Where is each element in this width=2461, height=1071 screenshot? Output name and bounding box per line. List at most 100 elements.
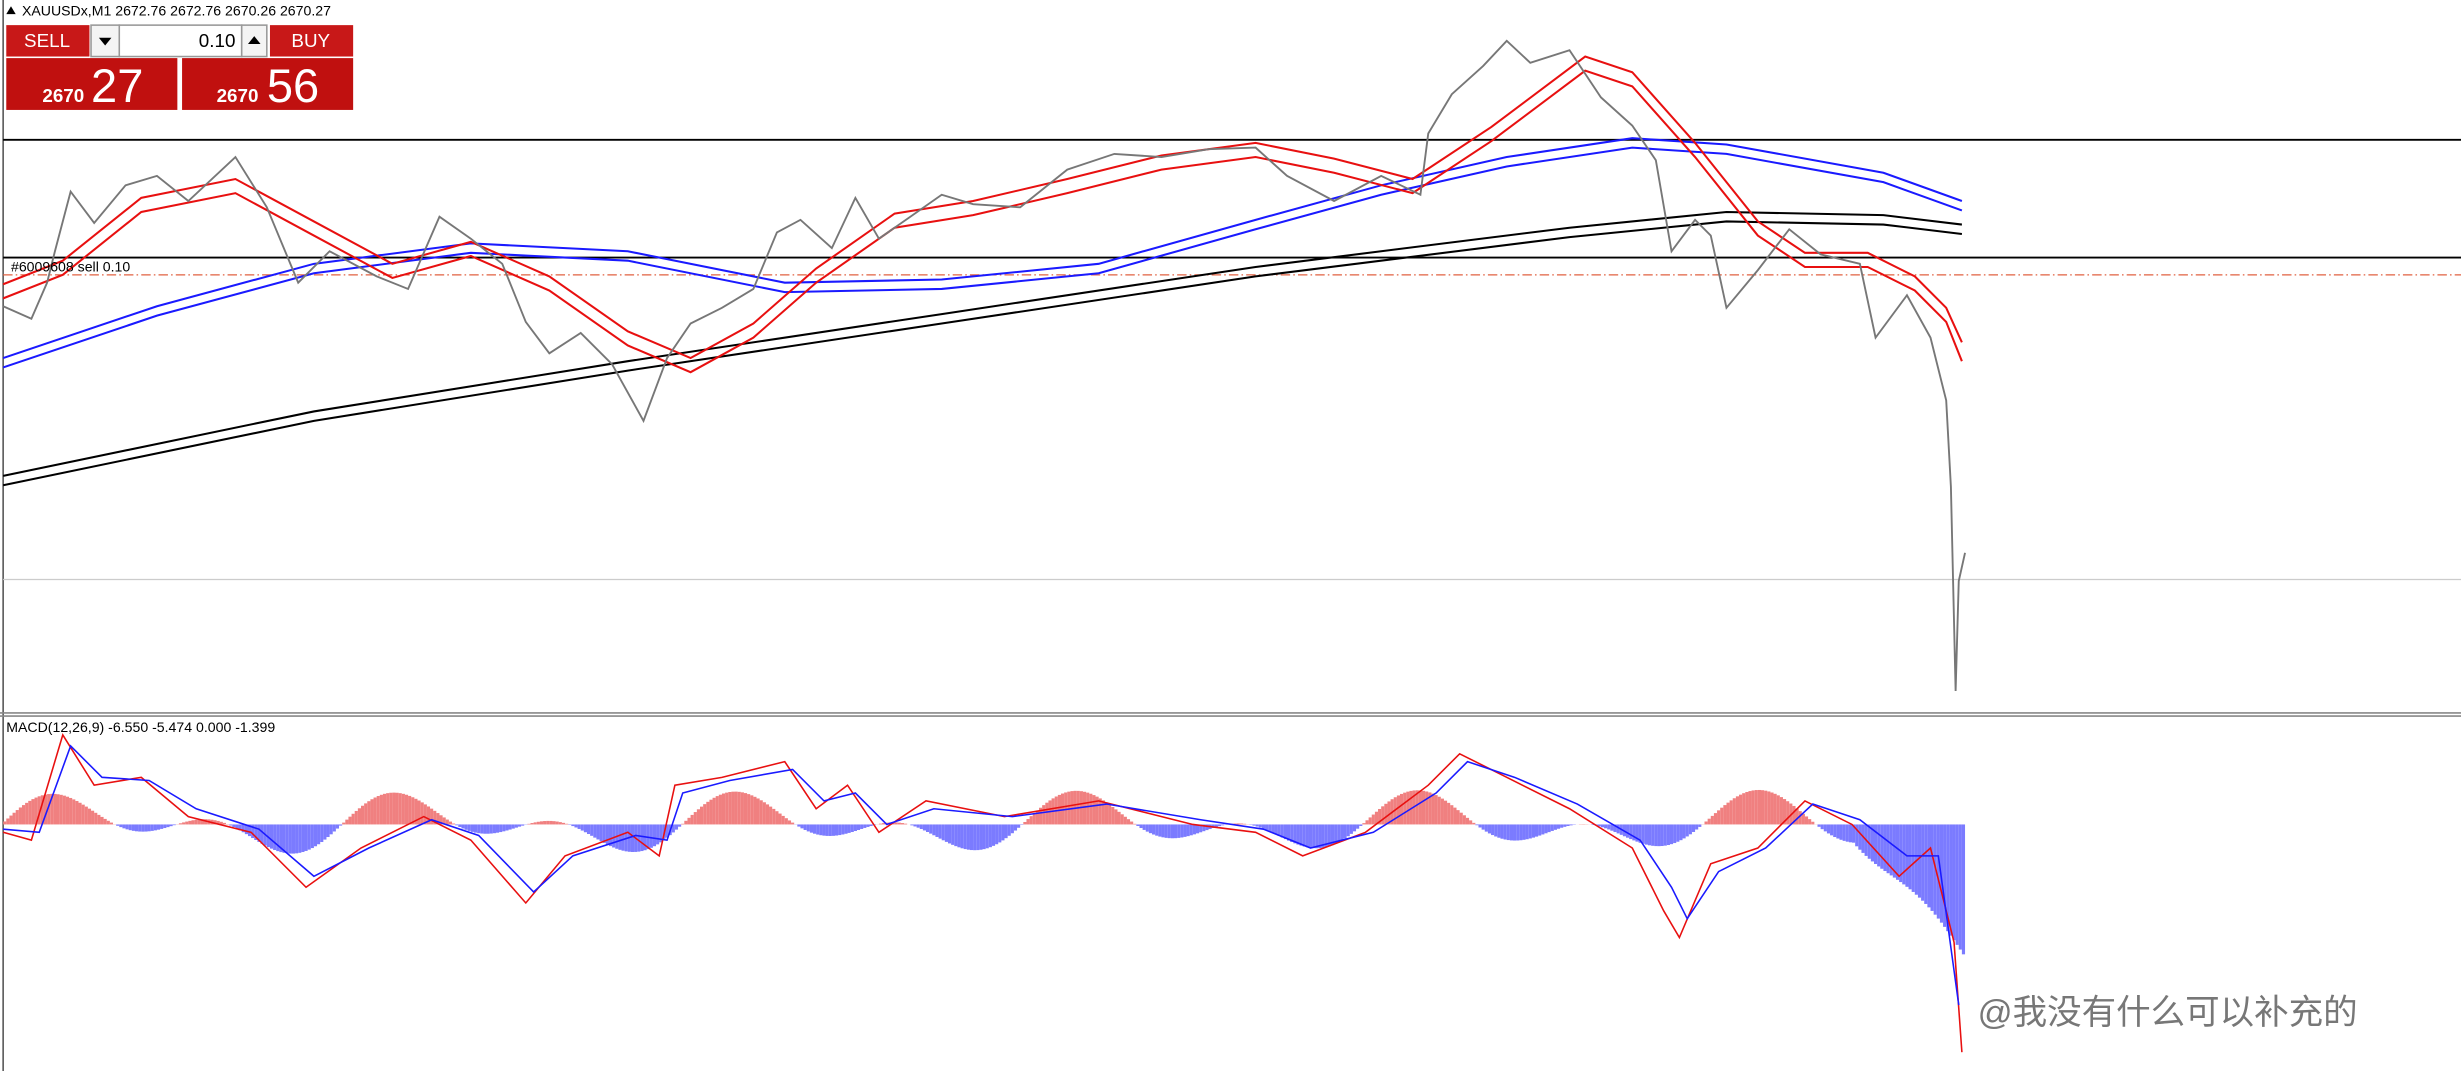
- histogram-bar: [1148, 824, 1153, 834]
- histogram-bar: [1739, 794, 1743, 825]
- histogram-bar: [367, 801, 371, 825]
- histogram-bar: [489, 824, 493, 834]
- buy-button[interactable]: [269, 25, 354, 57]
- histogram-bar: [398, 793, 402, 825]
- histogram-bar: [709, 799, 713, 825]
- histogram-bar: [222, 822, 227, 825]
- histogram-bar: [1330, 824, 1335, 846]
- histogram-bar: [586, 824, 591, 835]
- histogram-bar: [1503, 824, 1507, 840]
- sell-label[interactable]: SELL: [24, 30, 70, 51]
- histogram-bar: [1723, 805, 1727, 825]
- histogram-bar: [119, 824, 123, 828]
- histogram-bar: [310, 824, 314, 849]
- histogram-bar: [1604, 824, 1608, 829]
- histogram-bar: [18, 807, 22, 825]
- sell-price-box[interactable]: [6, 58, 178, 110]
- histogram-bar: [1742, 793, 1746, 825]
- histogram-bar: [467, 824, 471, 831]
- histogram-bar: [1136, 824, 1140, 826]
- sell-price-pips[interactable]: 27: [91, 59, 143, 112]
- histogram-bar: [1914, 824, 1918, 895]
- ma-red: [2, 69, 1963, 374]
- histogram-bar: [778, 813, 782, 825]
- histogram-bar: [853, 824, 857, 832]
- histogram-bar: [6, 818, 10, 825]
- buy-price-main[interactable]: 2670: [217, 85, 259, 106]
- histogram-bar: [976, 824, 980, 851]
- histogram-bar: [1921, 824, 1925, 901]
- histogram-bar: [995, 824, 999, 845]
- histogram-bar: [442, 817, 446, 825]
- histogram-bar: [351, 813, 355, 825]
- histogram-bar: [1475, 824, 1479, 826]
- histogram-bar: [671, 824, 675, 833]
- histogram-bar: [1779, 797, 1783, 825]
- histogram-bar: [1861, 824, 1865, 853]
- histogram-bar: [684, 820, 688, 825]
- histogram-bar: [508, 824, 512, 830]
- histogram-bar: [492, 824, 496, 834]
- histogram-bar: [1142, 824, 1146, 830]
- buy-price-box[interactable]: [182, 58, 354, 110]
- sell-button[interactable]: [6, 25, 90, 57]
- histogram-bar: [860, 824, 864, 829]
- histogram-bar: [1042, 805, 1046, 825]
- buy-price-pips[interactable]: 56: [267, 59, 319, 112]
- histogram-bar: [21, 805, 26, 825]
- histogram-bar: [1312, 824, 1316, 849]
- histogram-bar: [1710, 815, 1714, 825]
- histogram-bar: [1064, 792, 1068, 825]
- histogram-bar: [1556, 824, 1561, 829]
- histogram-bar: [1544, 824, 1548, 834]
- histogram-bar: [1858, 824, 1862, 850]
- histogram-bar: [882, 823, 886, 825]
- histogram-bar: [750, 795, 754, 825]
- histogram-bar: [1600, 824, 1605, 828]
- histogram-bar: [125, 824, 129, 830]
- histogram-bar: [1359, 824, 1363, 826]
- histogram-bar: [1453, 807, 1457, 825]
- order-label[interactable]: #6009608 sell 0.10: [11, 259, 130, 275]
- histogram-bar: [235, 824, 239, 829]
- histogram-bar: [1217, 824, 1222, 827]
- histogram-bar: [1597, 824, 1601, 827]
- histogram-bar: [65, 796, 70, 825]
- histogram-bar: [1126, 819, 1131, 825]
- histogram-bar: [941, 824, 945, 841]
- histogram-bar: [1287, 824, 1291, 841]
- histogram-bar: [1431, 793, 1435, 825]
- histogram-bar: [260, 824, 264, 844]
- histogram-bar: [511, 824, 515, 829]
- histogram-bar: [1826, 824, 1831, 834]
- histogram-bar: [464, 824, 468, 830]
- histogram-bar: [1374, 811, 1379, 825]
- volume-input[interactable]: [118, 24, 243, 58]
- histogram-bar: [1591, 824, 1595, 825]
- collapse-icon[interactable]: [6, 6, 16, 15]
- histogram-bar: [134, 824, 139, 832]
- volume-value[interactable]: 0.10: [199, 30, 236, 51]
- histogram-bar: [1657, 824, 1661, 847]
- histogram-bar: [1418, 790, 1422, 825]
- buy-label[interactable]: BUY: [291, 30, 330, 51]
- histogram-bar: [295, 824, 299, 854]
- histogram-bar: [219, 821, 223, 825]
- histogram-bar: [1371, 814, 1375, 825]
- sell-price-main[interactable]: 2670: [42, 85, 84, 106]
- volume-up[interactable]: [240, 24, 268, 58]
- histogram-bar: [806, 824, 810, 832]
- price-line: [2, 39, 1966, 691]
- histogram-bar: [216, 820, 220, 825]
- histogram-bar: [1437, 796, 1441, 825]
- histogram-bar: [960, 824, 964, 849]
- histogram-bar: [1855, 824, 1859, 847]
- histogram-bar: [1017, 824, 1021, 828]
- histogram-bar: [791, 822, 795, 825]
- histogram-bar: [1610, 824, 1614, 831]
- histogram-bar: [944, 824, 948, 842]
- histogram-bar: [1465, 817, 1470, 825]
- histogram-bar: [34, 797, 38, 825]
- histogram-bar: [1048, 800, 1052, 825]
- histogram-bar: [100, 816, 104, 825]
